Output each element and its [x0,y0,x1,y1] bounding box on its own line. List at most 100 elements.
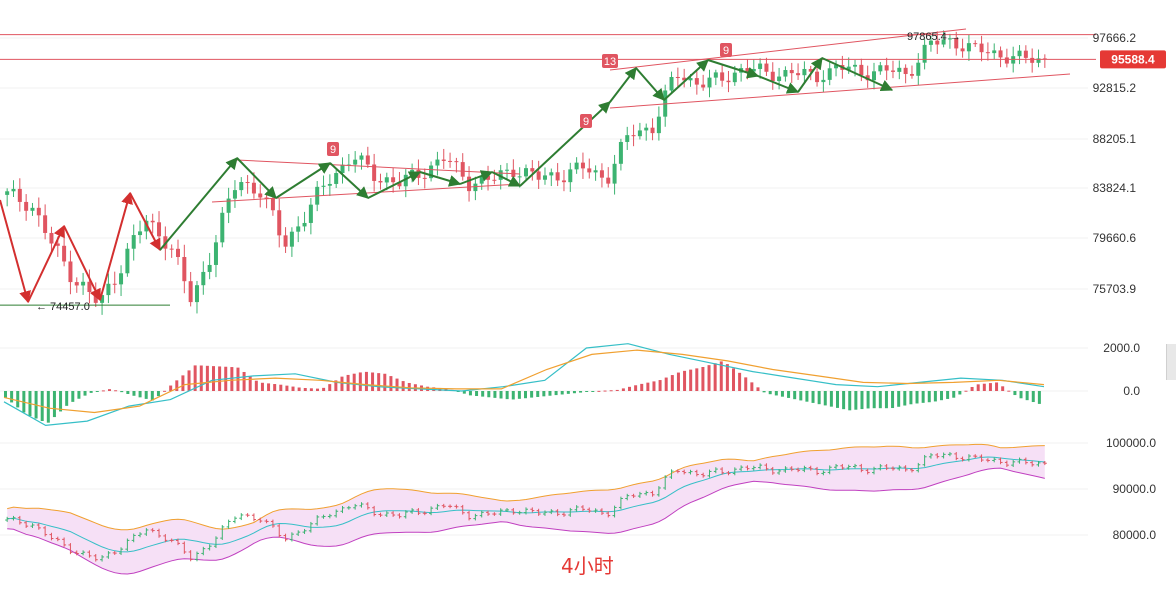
candle-body [656,116,661,134]
wave-arrow-red [99,191,133,301]
candle-body [922,44,927,63]
macd-histogram-bar [597,390,601,392]
candle-body [125,248,130,274]
macd-histogram-bar [524,391,527,399]
bollinger-tick-label: 100000.0 [1106,436,1156,450]
price-tick-label: 75703.9 [1093,282,1137,296]
macd-histogram-bar [1025,391,1029,401]
candle-body [865,75,870,81]
candle-body [650,127,655,134]
candle-body [213,242,218,265]
candle-body [55,243,60,246]
macd-histogram-bar [921,391,925,403]
macd-histogram-bar [530,391,534,398]
macd-histogram-bar [982,383,986,391]
candle-body [473,183,478,192]
wave-arrow-red [0,199,31,304]
price-tick-label: 79660.6 [1093,231,1137,245]
macd-histogram-bar [1013,391,1017,396]
macd-histogram-bar [946,391,950,399]
candle-body [201,271,206,286]
candle-body [903,67,908,75]
candle-body [909,74,914,76]
macd-histogram-bar [114,390,118,392]
macd-histogram-bar [707,365,711,391]
macd-histogram-bar [120,391,124,393]
candle-body [460,162,465,177]
candle-body [542,175,547,180]
macd-tick-label: 2000.0 [1103,341,1140,355]
candle-body [182,257,187,282]
price-axis: 97666.2 92815.2 88205.1 83824.1 79660.6 75703… [1093,31,1137,296]
macd-histogram-bar [970,386,974,391]
candle-body [732,72,737,83]
price-tick-label: 88205.1 [1093,132,1137,146]
macd-histogram-bar [903,391,907,406]
wave-arrow-green [459,170,494,185]
candle-body [359,155,364,160]
wave-arrow-green [275,162,332,199]
candle-body [169,248,174,250]
candle-body [498,170,503,180]
channel-upper-line [609,28,967,71]
sequence-badge-text: 9 [583,116,589,128]
macd-histogram-bar [101,390,105,392]
macd-histogram-bar [4,391,7,398]
candle-body [372,164,377,181]
candle-body [138,231,143,236]
candle-body [859,64,864,76]
candle-body [853,64,858,67]
candle-body [979,43,984,53]
price-candles [5,30,1047,315]
candle-body [49,232,54,244]
macd-histogram-bar [1019,391,1023,399]
candle-body [726,80,731,83]
candle-body [232,190,237,199]
macd-histogram-bar [664,377,668,391]
trendline-annotations [0,28,1096,306]
wave-arrow-green [663,59,709,101]
macd-histogram-bar [377,373,381,391]
macd-histogram-bar [169,385,173,391]
macd-histogram-bar [487,391,491,398]
macd-histogram-bar [866,391,870,409]
macd-histogram-bar [499,391,503,399]
wave-arrow-red [63,225,101,302]
macd-histogram-bar [260,382,264,391]
candle-body [365,155,370,165]
macd-histogram-bar [958,391,962,395]
candle-body [878,65,883,72]
candle-body [119,273,124,285]
candle-body [36,207,41,216]
wave-arrow-green [821,57,894,91]
sequence-badge [602,54,618,68]
macd-histogram-bar [719,361,723,391]
timeframe-label: 4小时 [561,554,614,578]
wave-arrow-green [159,157,238,251]
macd-histogram-bar [536,391,540,397]
macd-histogram-bar [218,366,222,391]
macd-histogram-bar [358,372,362,391]
macd-histogram-bar [46,391,50,423]
candle-body [960,48,965,52]
panel-resize-handle[interactable] [1166,344,1176,380]
macd-histogram-bar [915,391,919,404]
macd-histogram-bar [988,383,992,391]
bollinger-axis: 100000.0 90000.0 80000.0 [1106,436,1156,542]
macd-histogram-bar [95,391,99,392]
macd-histogram-bar [132,391,136,396]
candle-body [245,182,250,184]
candle-body [1004,57,1009,64]
candle-body [378,180,383,183]
candle-body [353,159,358,165]
candle-body [992,50,997,54]
candle-body [100,295,105,303]
macd-histogram-bar [848,391,852,411]
bollinger-upper-line [7,443,1045,531]
macd-histogram-bar [156,391,160,397]
candle-body [796,73,801,76]
macd-histogram-bar [383,373,387,391]
candle-body [1023,50,1028,58]
candle-body [5,191,10,195]
